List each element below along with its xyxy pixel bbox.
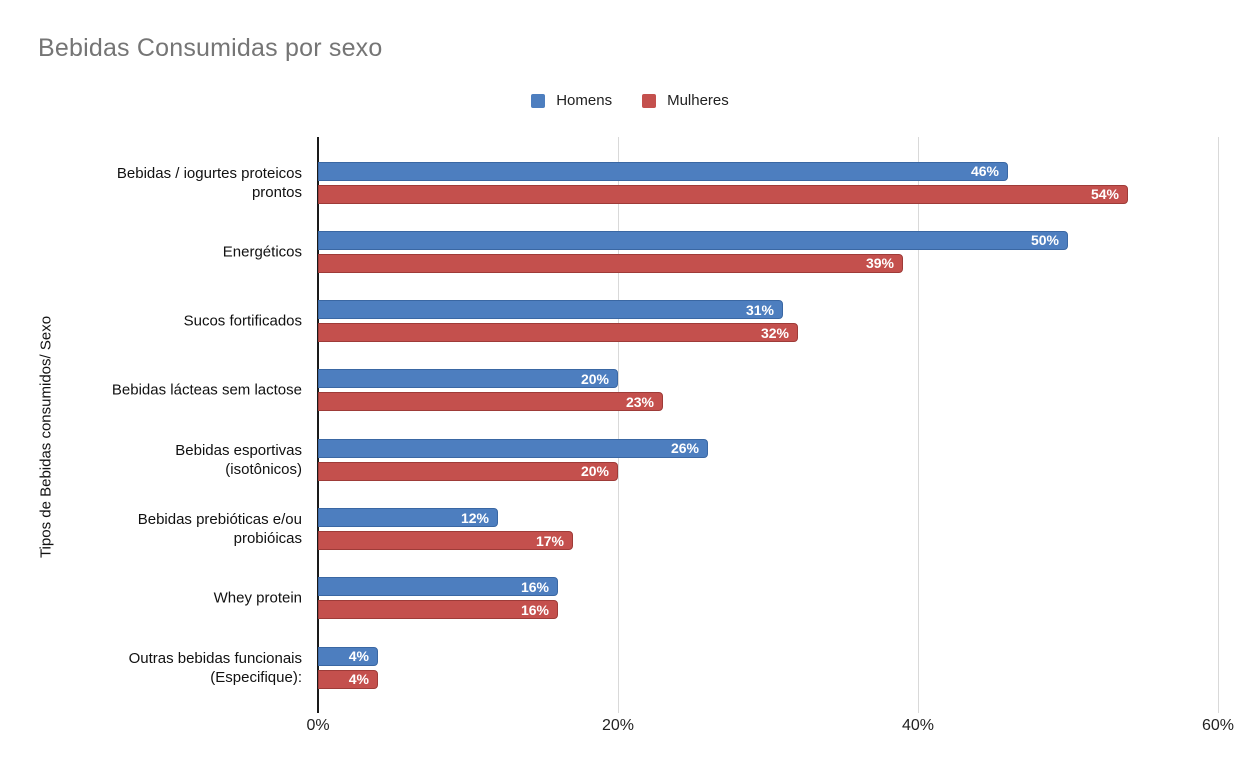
- bar-value-label: 39%: [865, 255, 894, 272]
- gridline-40: [917, 137, 919, 713]
- category-label: Bebidas esportivas (isotônicos): [175, 441, 302, 478]
- bar-mulheres: 54%: [318, 184, 1128, 204]
- bar-mulheres: 32%: [318, 323, 798, 343]
- category-label: Bebidas / iogurtes proteicos prontos: [116, 164, 302, 201]
- bar-homens: 50%: [318, 230, 1068, 250]
- bar-value-label: 12%: [460, 509, 489, 526]
- bar-value-label: 16%: [520, 578, 549, 595]
- category-label: Bebidas lácteas sem lactose: [111, 381, 302, 399]
- legend-item-mulheres: Mulheres: [642, 92, 729, 109]
- bar-mulheres: 4%: [318, 669, 378, 689]
- bar-homens: 26%: [318, 438, 708, 458]
- legend: Homens Mulheres: [0, 92, 1260, 109]
- gridline-20: [617, 137, 619, 713]
- category-label: Energéticos: [222, 243, 302, 261]
- bar-value-label: 26%: [670, 440, 699, 457]
- bar-mulheres: 17%: [318, 531, 573, 551]
- category-label: Whey protein: [213, 589, 302, 607]
- legend-swatch-icon: [642, 93, 657, 108]
- bar-homens: 16%: [318, 577, 558, 597]
- legend-item-homens: Homens: [531, 92, 612, 109]
- bar-value-label: 46%: [970, 163, 999, 179]
- x-tick-label: 20%: [601, 717, 635, 734]
- x-tick-label: 0%: [306, 717, 330, 734]
- bar-value-label: 31%: [745, 301, 774, 318]
- legend-label: Homens: [556, 92, 613, 109]
- bar-homens: 4%: [318, 646, 378, 666]
- bar-value-label: 20%: [580, 370, 609, 387]
- x-tick-label: 60%: [1201, 717, 1235, 734]
- bar-value-label: 16%: [520, 601, 549, 618]
- legend-swatch-icon: [531, 93, 546, 108]
- bar-value-label: 17%: [535, 532, 564, 549]
- bar-value-label: 50%: [1030, 232, 1059, 249]
- bar-homens: 20%: [318, 369, 618, 389]
- bar-homens: 12%: [318, 508, 498, 528]
- category-label: Bebidas prebióticas e/ou probióicas: [137, 511, 302, 548]
- plot-area: 46% 54% 50% 39% 31% 32% 20% 23% 26% 20% 12% 17% 16% 1…: [317, 137, 1219, 713]
- x-tick-label: 40%: [901, 717, 935, 734]
- bar-value-label: 4%: [348, 671, 369, 688]
- category-label: Outras bebidas funcionais (Especifique):: [128, 649, 302, 686]
- bar-mulheres: 39%: [318, 253, 903, 273]
- bar-value-label: 20%: [580, 463, 609, 480]
- y-axis-line: [317, 137, 319, 713]
- bar-value-label: 32%: [760, 324, 789, 341]
- gridline-60: [1217, 137, 1219, 713]
- bar-mulheres: 23%: [318, 392, 663, 412]
- category-label: Sucos fortificados: [183, 312, 302, 330]
- bar-homens: 31%: [318, 300, 783, 320]
- bar-mulheres: 16%: [318, 600, 558, 620]
- bar-value-label: 54%: [1090, 186, 1119, 202]
- legend-label: Mulheres: [667, 92, 729, 109]
- bar-value-label: 23%: [625, 393, 654, 410]
- bar-mulheres: 20%: [318, 461, 618, 481]
- bar-value-label: 4%: [348, 648, 369, 665]
- chart-title: Bebidas Consumidas por sexo: [38, 34, 383, 62]
- bar-homens: 46%: [318, 161, 1008, 181]
